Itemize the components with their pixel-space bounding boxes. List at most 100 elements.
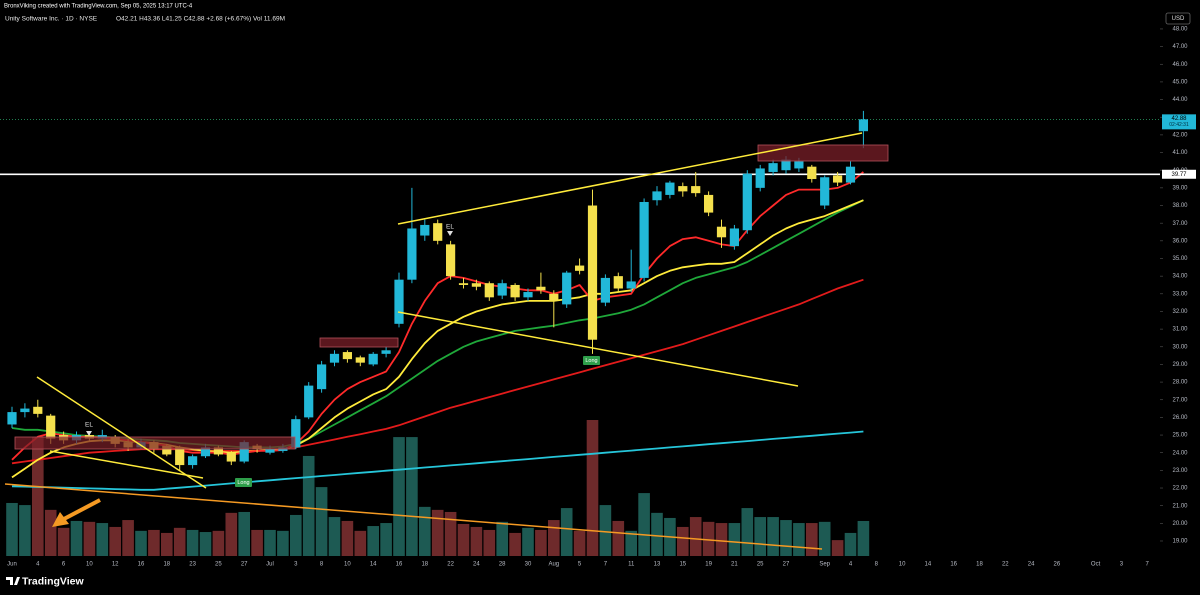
volume-bar bbox=[419, 506, 431, 556]
candle-body bbox=[291, 419, 301, 448]
volume-bar bbox=[509, 532, 521, 556]
x-tick-label: 15 bbox=[679, 562, 686, 568]
x-tick-label: 14 bbox=[925, 562, 932, 568]
last-price-tag bbox=[1162, 114, 1196, 130]
last-price-label: 42.88 bbox=[1171, 116, 1187, 122]
volume-bar bbox=[302, 455, 315, 556]
trend-line bbox=[397, 132, 863, 225]
volume-bar bbox=[560, 508, 573, 556]
signal-label: Long bbox=[237, 480, 249, 486]
x-tick-label: 19 bbox=[705, 562, 712, 568]
y-tick-label: 29.00 bbox=[1172, 362, 1188, 368]
x-tick-label: 3 bbox=[1120, 562, 1124, 568]
x-tick-label: 10 bbox=[344, 562, 351, 568]
volume-bar bbox=[277, 530, 289, 556]
x-tick-label: 11 bbox=[628, 562, 635, 568]
volume-bar bbox=[831, 540, 844, 556]
candle-body bbox=[484, 283, 494, 298]
volume-bar bbox=[315, 487, 328, 556]
candle-body bbox=[175, 447, 185, 466]
candle-body bbox=[549, 293, 559, 301]
volume-bar bbox=[496, 521, 508, 556]
candle-body bbox=[691, 186, 701, 194]
symbol-title: Unity Software Inc. · 1D · NYSE bbox=[5, 16, 98, 23]
ohlc-readout: O42.21 H43.36 L41.25 C42.88 +2.68 (+6.67… bbox=[116, 16, 285, 23]
x-tick-label: 6 bbox=[62, 562, 66, 568]
volume-bar bbox=[806, 523, 818, 556]
x-tick-label: 25 bbox=[215, 562, 222, 568]
candle-body bbox=[162, 445, 172, 455]
volume-bar bbox=[406, 437, 418, 556]
volume-bar bbox=[470, 526, 483, 556]
x-tick-label: 14 bbox=[370, 562, 377, 568]
currency-box[interactable] bbox=[1165, 12, 1191, 25]
volume-bar bbox=[70, 520, 83, 556]
volume-bar bbox=[728, 523, 741, 556]
candle-body bbox=[613, 276, 623, 289]
signal-label: EL bbox=[446, 224, 454, 231]
volume-bar bbox=[457, 523, 470, 556]
y-tick-label: 24.00 bbox=[1172, 450, 1188, 456]
volume-bar bbox=[754, 517, 766, 556]
volume-bar bbox=[264, 529, 276, 556]
x-tick-label: 22 bbox=[447, 562, 454, 568]
candle-body bbox=[381, 350, 391, 354]
candle-body bbox=[46, 415, 56, 439]
candle-body bbox=[858, 119, 868, 132]
x-tick-label: 25 bbox=[757, 562, 764, 568]
x-tick-label: Aug bbox=[548, 562, 559, 568]
candle-body bbox=[20, 408, 30, 413]
volume-bar bbox=[225, 512, 238, 556]
volume-bar bbox=[367, 526, 379, 556]
volume-bar bbox=[780, 520, 792, 556]
candle-body bbox=[587, 205, 598, 340]
candle-body bbox=[704, 194, 714, 213]
candle-body bbox=[652, 191, 662, 201]
x-tick-label: 10 bbox=[899, 562, 906, 568]
trend-line bbox=[397, 311, 799, 387]
y-tick-label: 26.00 bbox=[1172, 415, 1188, 421]
x-tick-label: 7 bbox=[604, 562, 608, 568]
candle-body bbox=[33, 406, 43, 414]
candle-body bbox=[458, 283, 469, 285]
volume-bar bbox=[251, 529, 263, 556]
y-tick-label: 28.00 bbox=[1172, 380, 1188, 386]
volume-bar bbox=[161, 532, 173, 556]
candle-body bbox=[394, 279, 404, 324]
y-tick-label: 42.00 bbox=[1172, 132, 1188, 138]
y-tick-label: 37.00 bbox=[1172, 221, 1188, 227]
candle-body bbox=[562, 272, 572, 305]
arrow-head bbox=[52, 512, 69, 527]
signal-marker bbox=[86, 431, 92, 436]
x-tick-label: 22 bbox=[1002, 562, 1009, 568]
y-tick-label: 19.00 bbox=[1172, 539, 1188, 545]
volume-bar bbox=[638, 493, 650, 556]
x-tick-label: 8 bbox=[320, 562, 324, 568]
trend-line bbox=[36, 376, 207, 489]
currency[interactable]: USD bbox=[1172, 16, 1185, 22]
y-tick-label: 34.00 bbox=[1172, 274, 1188, 280]
x-tick-label: 26 bbox=[1054, 562, 1061, 568]
y-tick-label: 44.00 bbox=[1172, 97, 1188, 103]
x-tick-label: 23 bbox=[189, 562, 196, 568]
volume-bar bbox=[857, 520, 870, 556]
volume-bar bbox=[6, 502, 18, 556]
trend-line bbox=[4, 483, 823, 550]
x-tick-label: 27 bbox=[241, 562, 248, 568]
volume-bar bbox=[612, 520, 625, 556]
candle-body bbox=[420, 224, 430, 236]
y-tick-label: 39.00 bbox=[1172, 185, 1188, 191]
candle-body bbox=[845, 166, 856, 183]
volume-layer bbox=[6, 420, 870, 556]
volume-bar bbox=[767, 517, 779, 556]
axis-labels: Jun 4 6 10 12 16 18 23 25 27 Jul 3 8 10 14 16 18 22 24 28 30… bbox=[7, 114, 1196, 568]
candle-body bbox=[497, 283, 507, 296]
x-tick-label: 27 bbox=[783, 562, 790, 568]
x-tick-label: 4 bbox=[849, 562, 853, 568]
x-tick-label: 3 bbox=[294, 562, 298, 568]
x-tick-label: Sep bbox=[819, 562, 830, 568]
x-tick-label: Oct bbox=[1091, 562, 1101, 568]
price-line-layer bbox=[0, 119, 1160, 176]
candle-body bbox=[639, 201, 649, 278]
